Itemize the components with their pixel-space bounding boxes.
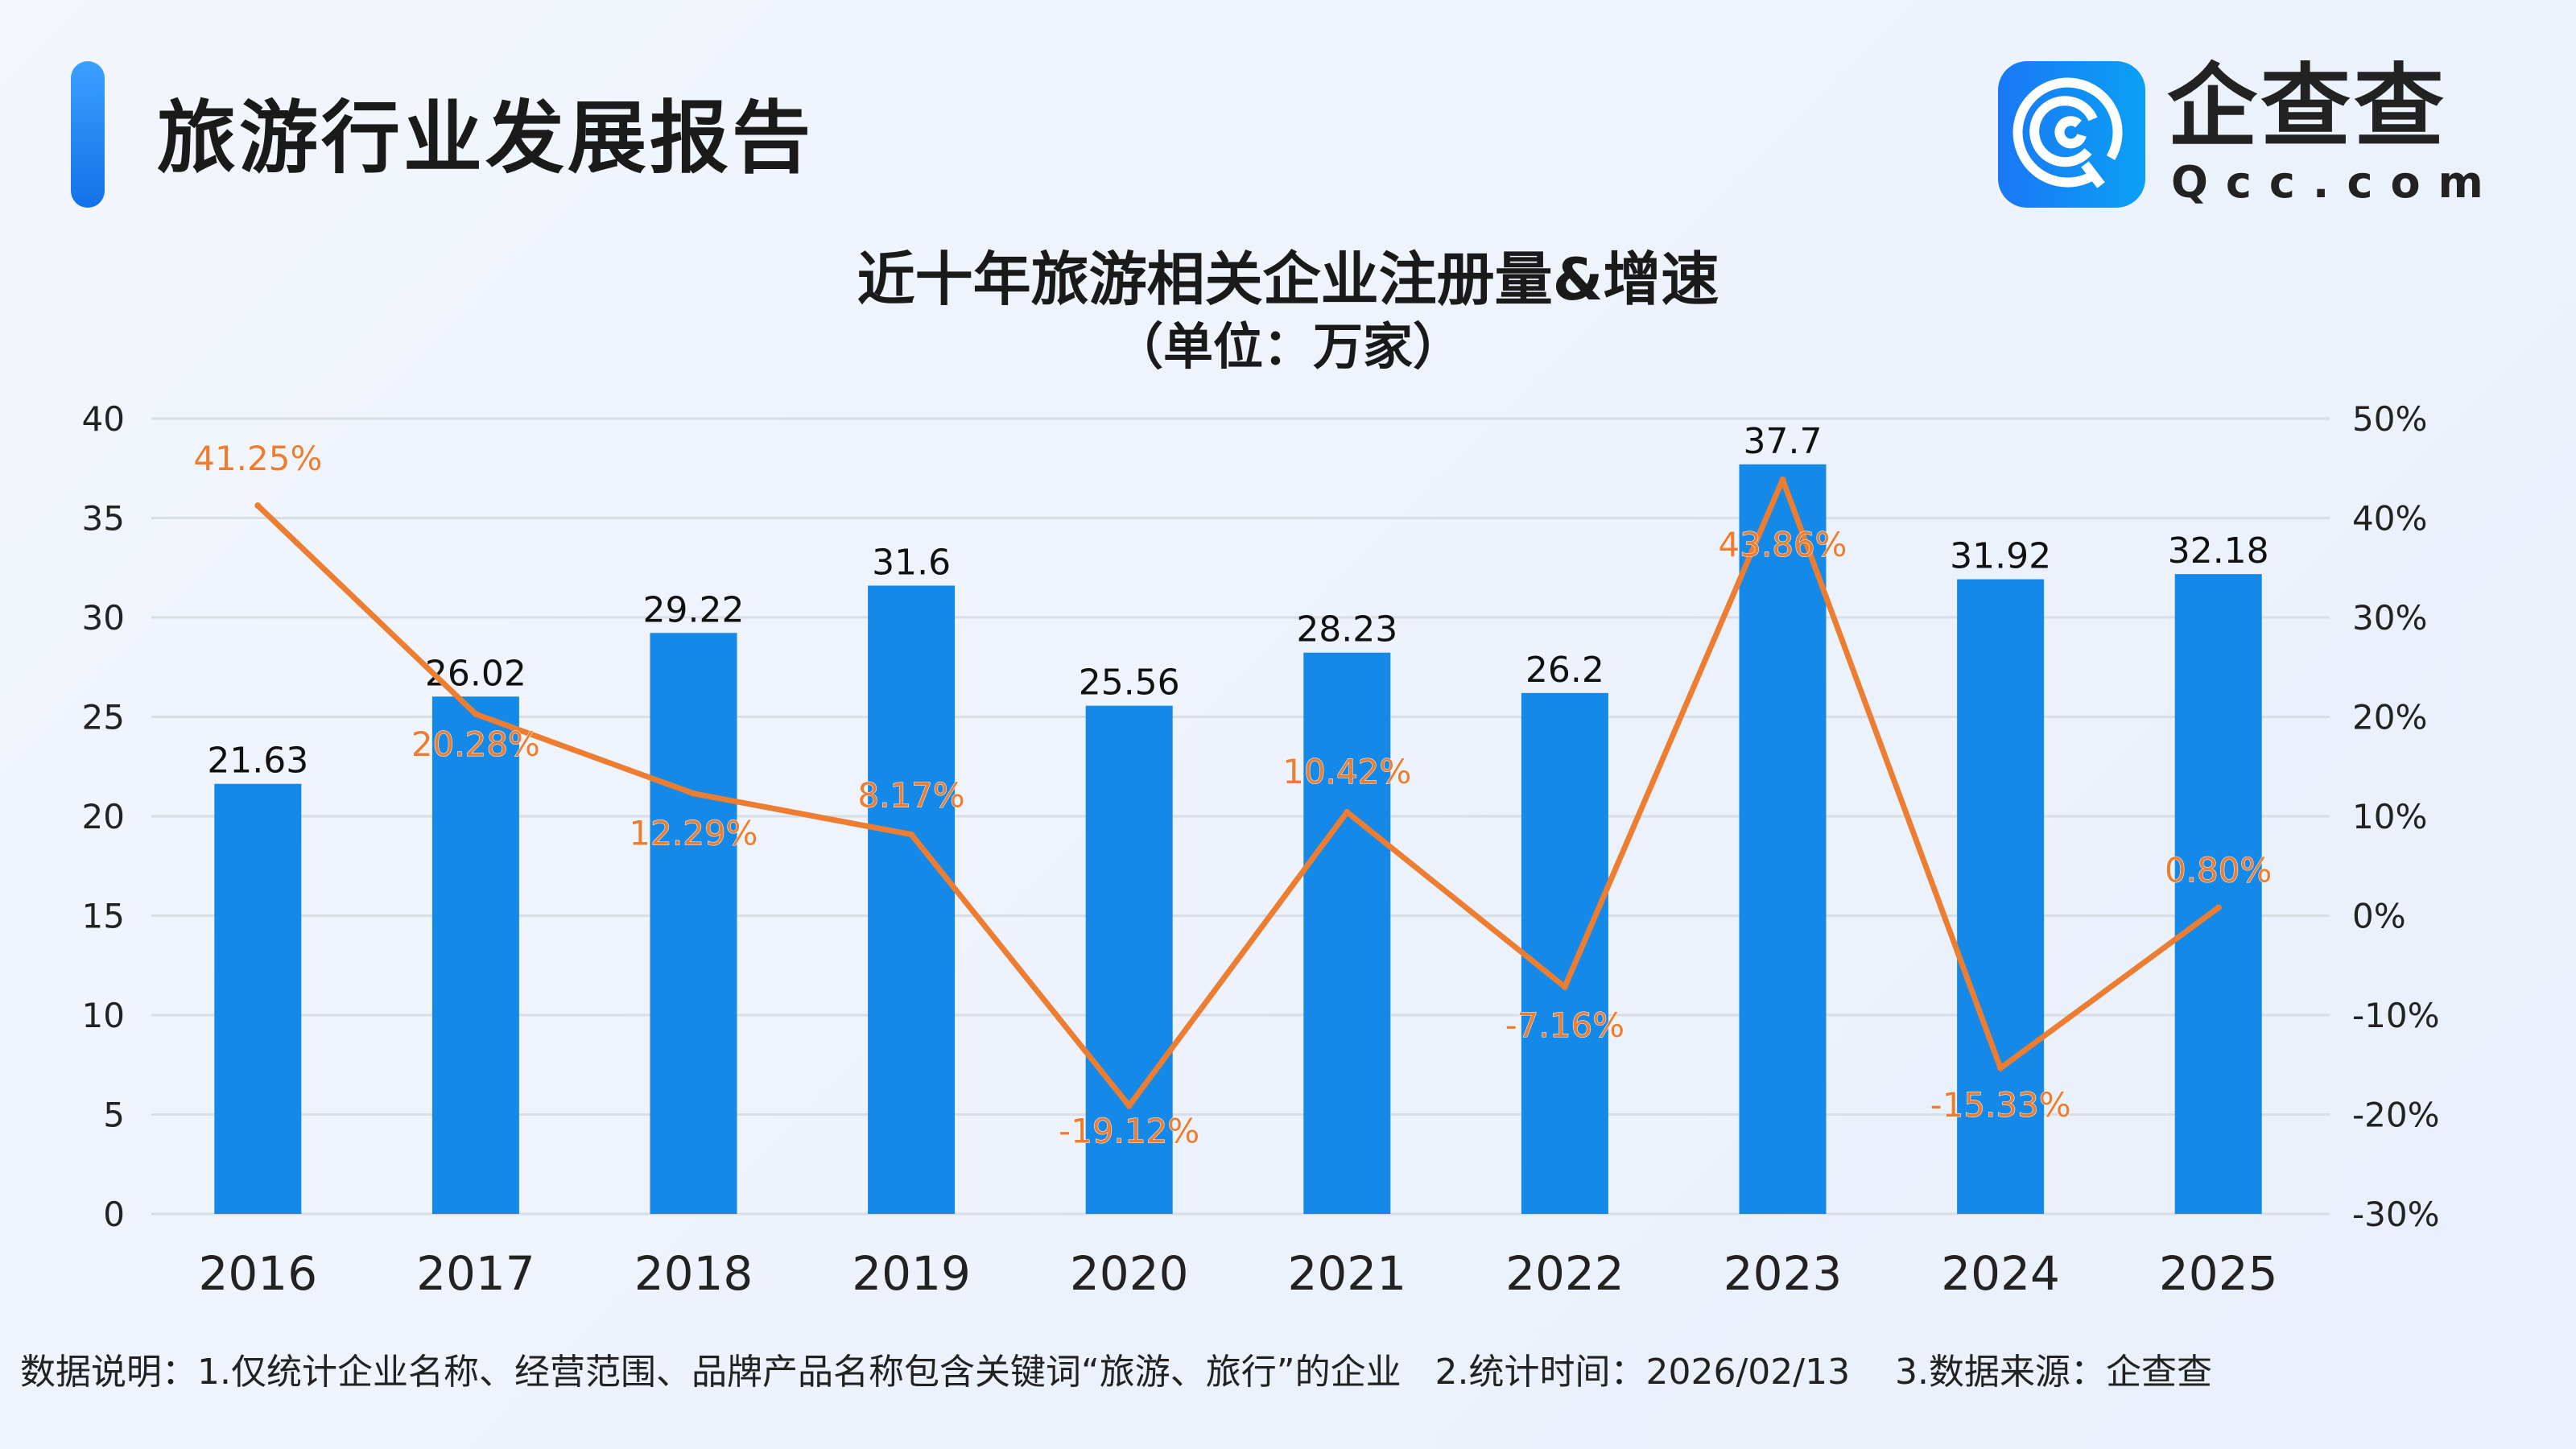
bar-value-label: 32.18	[2168, 530, 2269, 572]
bar-value-label: 28.23	[1296, 609, 1397, 650]
growth-line	[255, 477, 2220, 1109]
bar	[431, 696, 519, 1214]
bar-value-label: 29.22	[643, 589, 745, 630]
left-tick-label: 20	[82, 797, 125, 836]
growth-point	[690, 790, 697, 797]
growth-point	[254, 502, 262, 510]
bar	[1521, 692, 1608, 1214]
growth-point	[1125, 1102, 1133, 1109]
growth-label: 0.80%	[2165, 851, 2272, 890]
title-accent-bar	[71, 61, 105, 208]
left-tick-label: 35	[82, 499, 125, 539]
qcc-logo: 企查查 Qcc.com	[1998, 55, 2483, 208]
growth-label: 41.25%	[193, 439, 322, 478]
left-tick-label: 5	[103, 1096, 125, 1135]
bar	[1303, 652, 1391, 1214]
bar-value-label: 26.2	[1525, 650, 1604, 691]
right-tick-label: -10%	[2352, 996, 2440, 1035]
right-tick-label: -20%	[2352, 1096, 2440, 1135]
logo-text-cn: 企查查	[2167, 55, 2447, 159]
right-tick-label: 10%	[2352, 797, 2427, 836]
left-tick-label: 15	[82, 897, 125, 936]
bar	[1957, 579, 2045, 1214]
growth-label: -7.16%	[1505, 1005, 1625, 1045]
growth-point	[2215, 904, 2222, 911]
left-tick-label: 30	[82, 598, 125, 638]
x-tick-label: 2022	[1505, 1246, 1624, 1301]
right-tick-label: 20%	[2352, 698, 2427, 737]
bar	[1085, 705, 1173, 1214]
right-tick-label: -30%	[2352, 1195, 2440, 1234]
chart-title: 近十年旅游相关企业注册量&增速	[857, 246, 1719, 313]
growth-point	[1779, 476, 1786, 483]
growth-label: 8.17%	[857, 776, 964, 815]
left-tick-label: 40	[82, 399, 125, 439]
bar	[868, 585, 956, 1214]
growth-label: 10.42%	[1282, 752, 1411, 791]
bar-value-label: 21.63	[207, 741, 308, 782]
footer-note: 数据说明：1.仅统计企业名称、经营范围、品牌产品名称包含关键词“旅游、旅行”的企…	[20, 1352, 2213, 1393]
bar-value-label: 31.6	[872, 542, 951, 583]
growth-point	[1344, 808, 1351, 815]
qcc-logo-icon	[1998, 61, 2145, 208]
growth-label: 12.29%	[629, 814, 758, 853]
growth-label: 43.86%	[1718, 525, 1847, 564]
x-tick-label: 2020	[1070, 1246, 1189, 1301]
growth-label: -19.12%	[1059, 1112, 1199, 1151]
chart-subtitle: （单位：万家）	[1113, 317, 1463, 376]
growth-point	[1561, 983, 1568, 990]
left-tick-label: 25	[82, 698, 125, 737]
x-tick-label: 2019	[852, 1246, 971, 1301]
left-tick-label: 0	[103, 1195, 125, 1234]
x-tick-label: 2021	[1287, 1246, 1406, 1301]
growth-point	[1997, 1064, 2004, 1071]
bar-value-label: 31.92	[1950, 536, 2051, 577]
right-tick-label: 50%	[2352, 399, 2427, 439]
bar-value-label: 26.02	[425, 653, 526, 694]
bar	[2174, 574, 2262, 1214]
bar-value-label: 25.56	[1079, 663, 1180, 704]
x-tick-label: 2018	[634, 1246, 753, 1301]
bar	[214, 783, 302, 1214]
x-tick-label: 2023	[1724, 1246, 1843, 1301]
page-title: 旅游行业发展报告	[157, 93, 815, 184]
x-tick-label: 2016	[198, 1246, 317, 1301]
x-tick-label: 2025	[2159, 1246, 2278, 1301]
growth-point	[472, 711, 479, 718]
right-tick-label: 40%	[2352, 499, 2427, 539]
logo-text-en: Qcc.com	[2171, 157, 2501, 208]
right-tick-label: 0%	[2352, 897, 2406, 936]
right-tick-label: 30%	[2352, 598, 2427, 638]
growth-label: 20.28%	[411, 724, 540, 764]
x-tick-label: 2024	[1941, 1246, 2060, 1301]
growth-label: -15.33%	[1930, 1085, 2070, 1125]
x-tick-label: 2017	[416, 1246, 535, 1301]
bar	[650, 633, 737, 1214]
left-tick-label: 10	[82, 996, 125, 1035]
bar-value-label: 37.7	[1744, 421, 1823, 462]
growth-point	[908, 831, 915, 838]
bar	[1739, 464, 1827, 1214]
